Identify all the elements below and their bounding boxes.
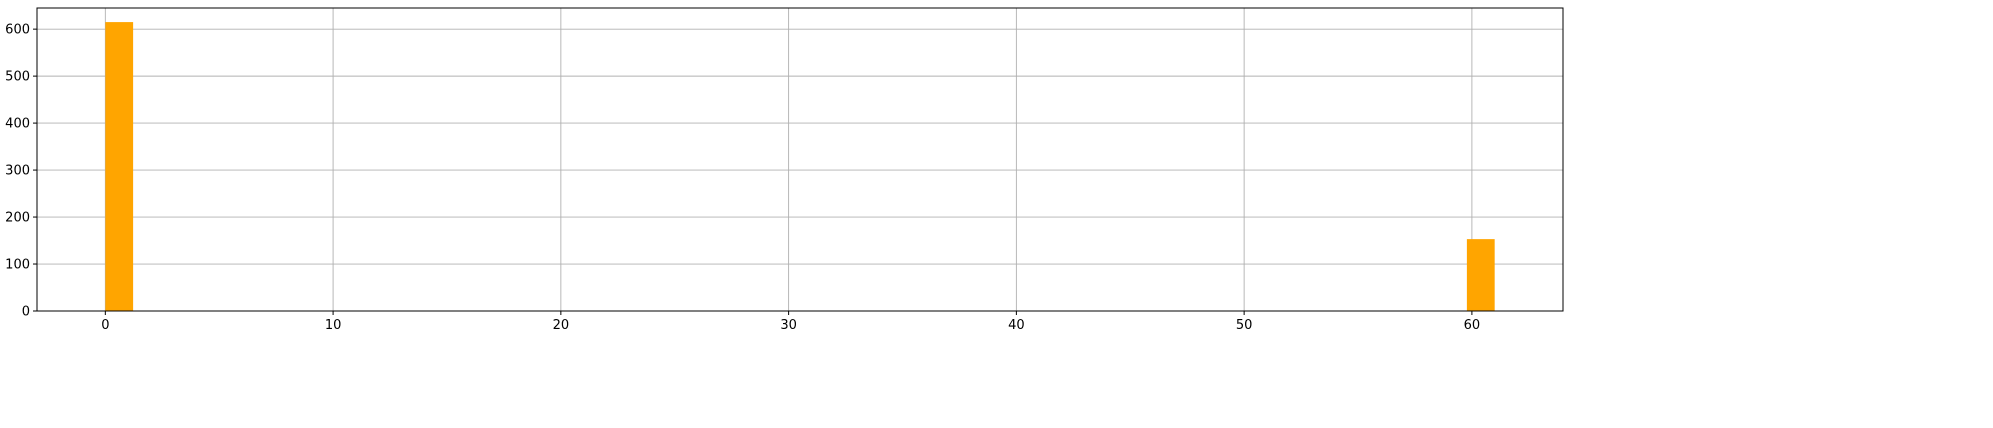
- y-tick-label: 500: [5, 70, 30, 85]
- y-tick-label: 400: [5, 117, 30, 132]
- y-tick-label: 0: [22, 305, 30, 320]
- y-tick-label: 200: [5, 211, 30, 226]
- histogram-bar: [105, 22, 134, 312]
- y-tick-label: 600: [5, 23, 30, 38]
- x-tick-label: 20: [553, 318, 570, 333]
- x-tick-label: 50: [1236, 318, 1253, 333]
- histogram-bar: [1466, 239, 1495, 311]
- x-tick-label: 60: [1464, 318, 1481, 333]
- x-tick-label: 30: [780, 318, 797, 333]
- y-tick-label: 300: [5, 164, 30, 179]
- grid-layer: [37, 8, 1563, 312]
- y-tick-label: 100: [5, 258, 30, 273]
- bar-layer: [105, 22, 1495, 312]
- x-tick-label: 10: [325, 318, 342, 333]
- plot-area-frame: [36, 7, 1564, 312]
- x-tick-label: 0: [101, 318, 109, 333]
- x-tick-label: 40: [1008, 318, 1025, 333]
